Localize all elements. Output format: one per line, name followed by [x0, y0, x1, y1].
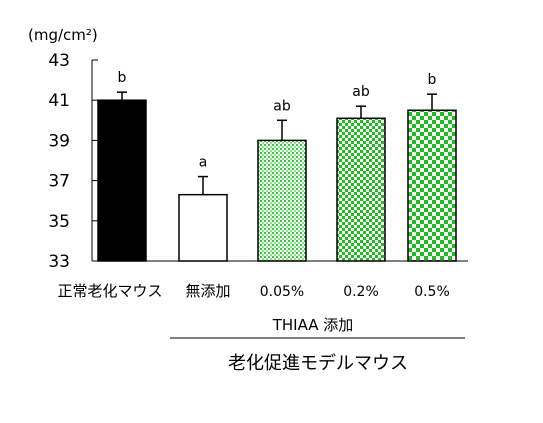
significance-label: b — [428, 72, 437, 88]
bar-5 — [407, 109, 457, 262]
y-tick-label: 37 — [48, 172, 70, 192]
significance-label: a — [199, 155, 208, 171]
y-tick-label: 39 — [48, 131, 70, 151]
y-axis-unit-label: (mg/cm²) — [28, 26, 98, 44]
category-label: 正常老化マウス — [57, 282, 162, 300]
bar-1 — [97, 99, 147, 262]
bars: b 正常老化マウス a 無添加 ab 0.05% ab 0.2% b 0.5% — [57, 70, 457, 300]
bar-4 — [336, 117, 386, 262]
significance-label: ab — [273, 98, 291, 114]
significance-label: ab — [352, 84, 370, 100]
bar-3 — [257, 139, 307, 262]
y-axis: 43 41 39 37 35 33 — [48, 51, 468, 272]
category-label: 0.5% — [414, 284, 450, 300]
bar-2 — [178, 193, 228, 262]
significance-label: b — [118, 70, 127, 86]
category-label: 0.2% — [343, 284, 379, 300]
y-tick-label: 43 — [48, 51, 70, 71]
group-label: THIAA 添加 — [272, 316, 354, 334]
category-label: 無添加 — [185, 282, 230, 300]
y-tick-label: 33 — [48, 252, 70, 272]
group-super-label: 老化促進モデルマウス — [228, 353, 408, 374]
y-tick-label: 41 — [48, 91, 70, 111]
category-label: 0.05% — [260, 284, 304, 300]
y-tick-label: 35 — [48, 212, 70, 232]
